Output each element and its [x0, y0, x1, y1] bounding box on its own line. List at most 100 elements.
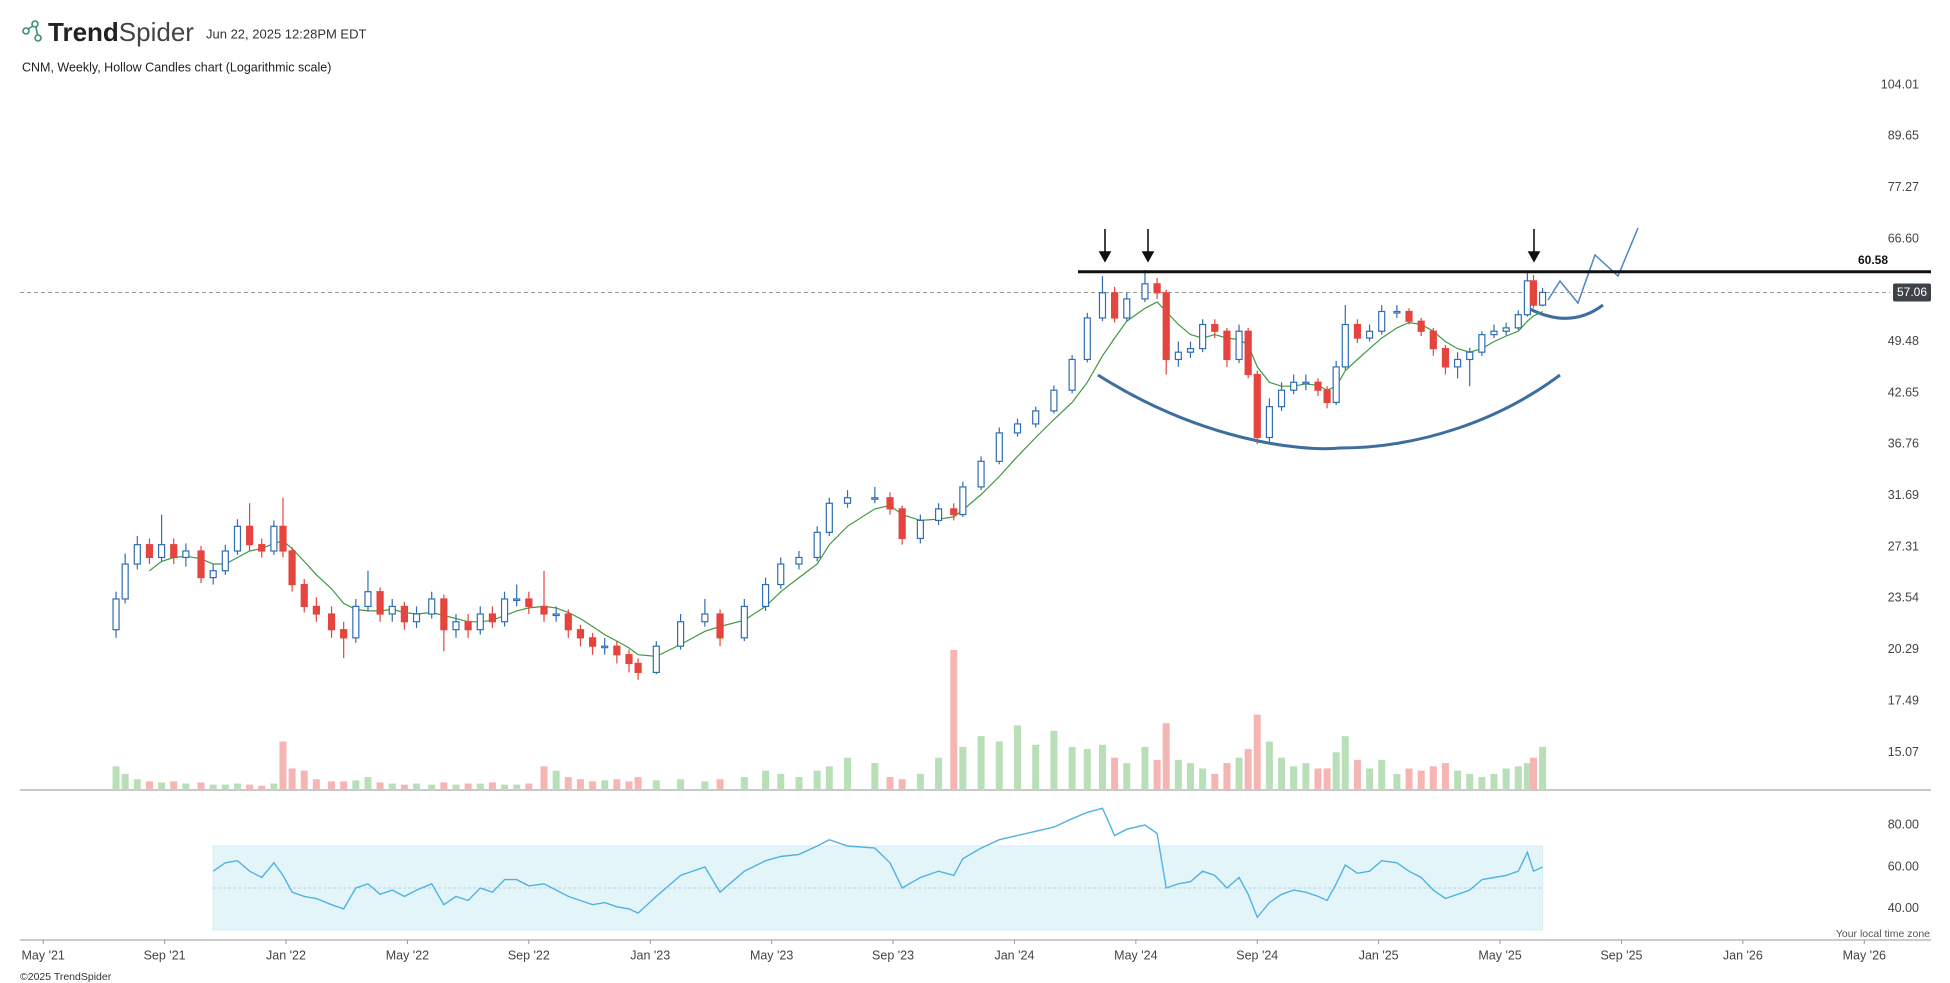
volume-bar [328, 781, 336, 790]
volume-bar [762, 770, 770, 790]
candle-body [1529, 280, 1538, 306]
candle-body [157, 544, 166, 559]
volume-bar [1393, 773, 1401, 790]
candle-body [1523, 280, 1531, 316]
volume-bar [977, 736, 985, 790]
y-tick-label: 36.76 [1888, 437, 1919, 451]
candle-body [121, 563, 129, 600]
volume-bar [716, 779, 724, 790]
candle-body [1466, 351, 1474, 361]
candle-body [934, 508, 943, 522]
candle-body [525, 598, 533, 608]
candle-body [364, 591, 372, 608]
volume-bar [233, 783, 241, 790]
volume-bar [1378, 759, 1386, 790]
volume-bar [121, 773, 129, 790]
candle-body [995, 432, 1003, 462]
candle-body [513, 598, 521, 602]
volume-bar [1068, 746, 1076, 790]
candle-body [279, 525, 287, 552]
volume-bar [364, 777, 372, 790]
volume-bar [158, 782, 166, 790]
volume-bar [1429, 766, 1437, 790]
candle-body [898, 508, 906, 540]
volume-bar [312, 779, 320, 790]
x-tick-label: May '21 [22, 948, 65, 962]
volume-bar [898, 779, 906, 790]
volume-bar [1244, 749, 1252, 790]
logo-icon [22, 20, 42, 42]
y-tick-label: 27.31 [1888, 539, 1919, 553]
volume-bar [1466, 773, 1474, 790]
y-tick-label: 42.65 [1888, 385, 1919, 399]
x-tick-label: Jan '25 [1359, 948, 1399, 962]
volume-bar [613, 779, 621, 790]
x-tick-label: Jan '24 [994, 948, 1034, 962]
volume-bar [440, 782, 448, 790]
volume-bar [1153, 759, 1161, 790]
volume-bar [1253, 714, 1261, 790]
volume-bar [1523, 763, 1531, 790]
volume-bar [701, 781, 709, 790]
candle-body [376, 591, 384, 615]
candle-body [464, 621, 472, 631]
volume-bar [564, 777, 572, 790]
volume-bar [452, 784, 460, 790]
candle-body [634, 662, 642, 674]
candle-body [871, 497, 879, 500]
candle-body [1332, 366, 1340, 404]
candle-body [1378, 310, 1386, 332]
candle-body [576, 629, 585, 639]
candle-body [270, 525, 278, 552]
x-tick-label: Sep '22 [508, 948, 550, 962]
candle-body [813, 531, 821, 559]
volume-bar [1032, 744, 1040, 790]
volume-bar [916, 773, 924, 790]
volume-bar [677, 779, 685, 790]
volume-bar [300, 770, 308, 790]
candle-body [977, 460, 985, 488]
candle-body [916, 519, 924, 540]
volume-bar [413, 783, 421, 790]
candle-body [1223, 330, 1231, 361]
candle-body [1253, 373, 1261, 439]
y-tick-label: 15.07 [1888, 745, 1919, 759]
candle-body [300, 583, 308, 608]
last-price-box [1893, 283, 1931, 302]
candle-body [1162, 292, 1170, 361]
volume-bar [352, 780, 360, 790]
volume-bar [740, 777, 748, 790]
candle-body [1211, 323, 1219, 332]
volume-bar [1186, 763, 1194, 790]
x-tick-label: Jan '23 [630, 948, 670, 962]
rsi-line [212, 807, 1543, 919]
candle-body [1502, 327, 1510, 332]
volume-bar [1341, 736, 1349, 790]
volume-bar [1013, 725, 1021, 790]
volume-bar [182, 783, 190, 790]
volume-bar [112, 766, 120, 790]
volume-bar [1141, 746, 1149, 790]
x-tick-label: Sep '23 [872, 948, 914, 962]
candle-body [1405, 310, 1413, 322]
x-tick-label: Sep '24 [1236, 948, 1278, 962]
volume-bar [1514, 766, 1522, 790]
volume-bar [1290, 766, 1298, 790]
candle-body [352, 605, 360, 639]
volume-bar [1098, 744, 1106, 790]
y-tick-label: 66.60 [1888, 231, 1919, 245]
projection-drawing [1547, 227, 1639, 305]
timezone-note: Your local time zone [1836, 928, 1930, 940]
y-tick-label: 31.69 [1888, 488, 1919, 502]
volume-bar [552, 770, 560, 790]
volume-bar [886, 777, 894, 790]
x-tick-label: May '24 [1114, 948, 1157, 962]
x-tick-label: Sep '25 [1600, 948, 1642, 962]
volume-bar [513, 784, 521, 790]
volume-bar [221, 784, 229, 790]
candle-body [625, 654, 633, 665]
x-tick-label: Jan '22 [266, 948, 306, 962]
candle-body [1353, 323, 1362, 339]
candle-body [701, 613, 709, 623]
chart-title: CNM, Weekly, Hollow Candles chart (Logar… [22, 60, 331, 74]
